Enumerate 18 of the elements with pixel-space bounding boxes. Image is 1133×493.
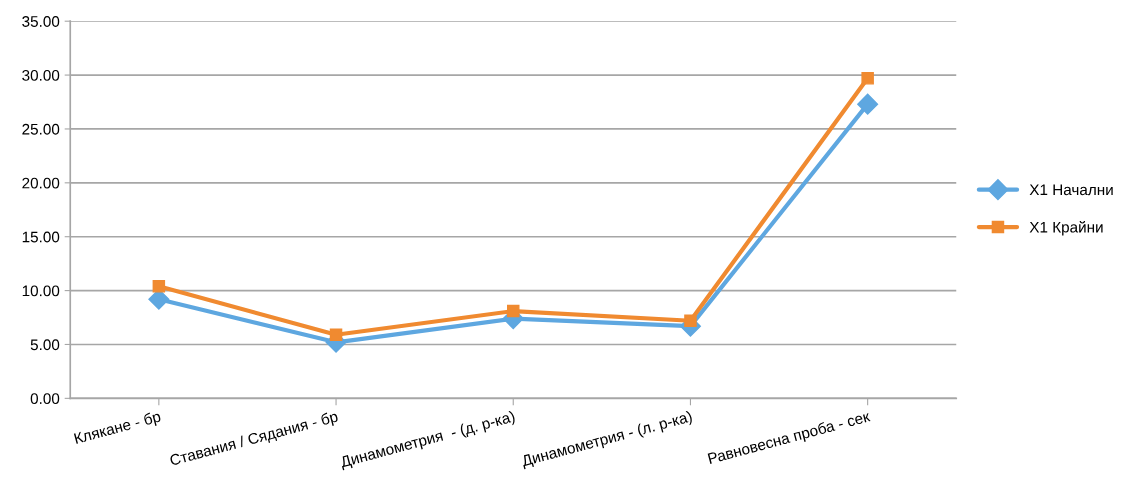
legend-label: X1 Крайни <box>1029 221 1103 236</box>
y-tick-label: 15.00 <box>22 231 60 243</box>
y-tick-label: 0.00 <box>30 393 60 405</box>
y-tick-label: 20.00 <box>22 177 60 189</box>
point <box>857 93 879 115</box>
y-tick-label: 35.00 <box>22 16 60 27</box>
y-tick-label: 25.00 <box>22 123 60 135</box>
x-tick-label: Ставания / Сядания - бр <box>169 410 340 469</box>
y-tick-label: 30.00 <box>22 69 60 81</box>
y-tick-label: 10.00 <box>22 285 60 297</box>
point <box>684 314 697 328</box>
point <box>506 304 520 318</box>
point <box>152 280 166 293</box>
point <box>861 72 874 85</box>
x-tick-label: Клякане - бр <box>73 410 162 447</box>
point <box>329 328 343 342</box>
legend-label: X1 Начални <box>1029 184 1113 196</box>
y-tick-label: 5.00 <box>30 339 60 351</box>
